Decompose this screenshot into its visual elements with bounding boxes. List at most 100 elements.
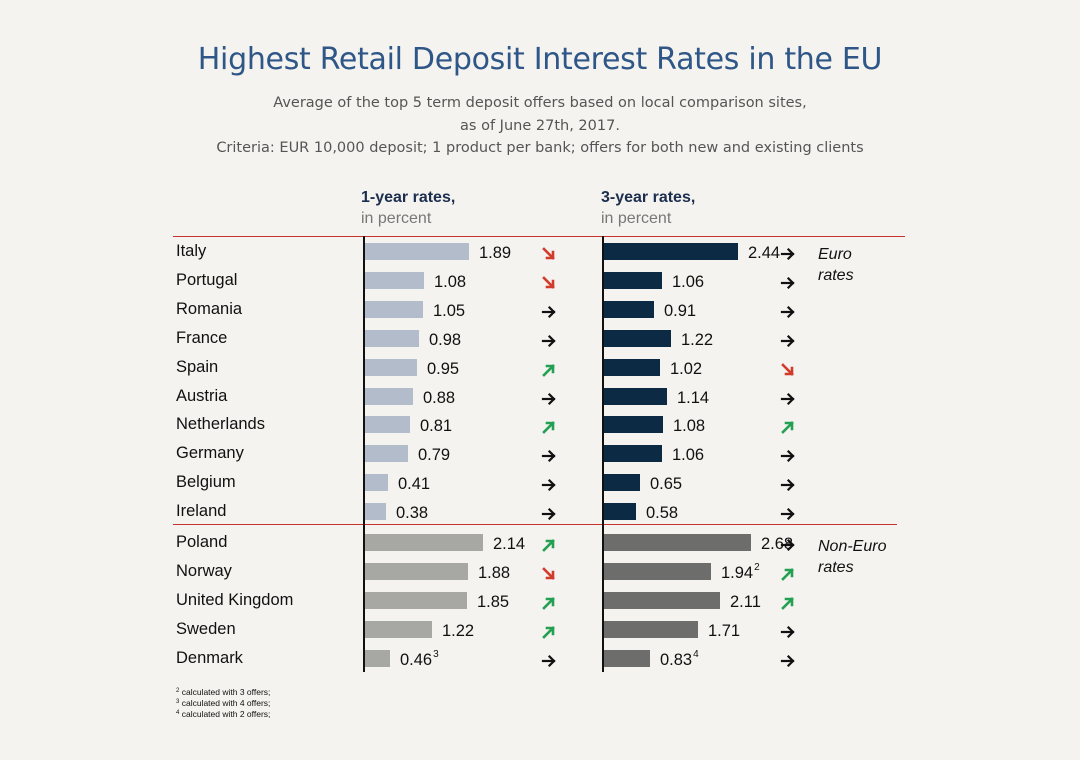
bar-1y-romania — [365, 300, 423, 318]
category-label-germany: Germany — [176, 444, 244, 463]
category-label-portugal: Portugal — [176, 270, 238, 289]
value-label-1y-denmark: 0.463 — [400, 648, 439, 669]
arrow-3y-austria-trend-flat-icon — [780, 392, 795, 405]
arrow-1y-spain-trend-up-icon — [542, 363, 555, 377]
value-label-1y-united-kingdom: 1.85 — [477, 592, 510, 611]
bar-1y-belgium — [365, 474, 388, 492]
category-label-poland: Poland — [176, 533, 228, 551]
non-euro-group-label-line-2: rates — [818, 559, 854, 576]
one-year-column-unit: in percent — [361, 210, 432, 227]
footnote-3-text: calculated with 2 offers; — [181, 709, 271, 719]
arrow-3y-germany-trend-flat-icon — [780, 450, 795, 463]
bar-1y-austria — [365, 387, 413, 405]
arrow-1y-norway-trend-down-icon — [542, 567, 555, 580]
arrow-1y-portugal-trend-down-icon — [542, 276, 555, 289]
bar-1y-denmark — [365, 649, 390, 667]
category-label-belgium: Belgium — [176, 473, 236, 492]
value-label-1y-spain: 0.95 — [427, 359, 460, 378]
category-label-austria: Austria — [176, 386, 228, 405]
bar-3y-belgium — [604, 474, 640, 492]
value-label-3y-austria: 1.14 — [677, 388, 710, 407]
arrow-1y-united-kingdom-trend-up-icon — [542, 596, 555, 610]
bar-3y-norway — [604, 562, 711, 580]
arrow-1y-france-trend-flat-icon — [541, 334, 556, 347]
value-label-3y-italy: 2.44 — [748, 244, 781, 262]
value-label-1y-ireland: 0.38 — [396, 504, 429, 523]
arrow-3y-france-trend-flat-icon — [780, 334, 795, 347]
bar-3y-spain — [604, 358, 660, 376]
value-label-3y-netherlands: 1.08 — [673, 417, 706, 436]
arrow-3y-united-kingdom-trend-up-icon — [781, 596, 794, 610]
category-label-romania: Romania — [176, 299, 243, 318]
arrow-3y-belgium-trend-flat-icon — [780, 479, 795, 492]
top-separator-line — [173, 236, 905, 237]
chart-subtitle-line-3: Criteria: EUR 10,000 deposit; 1 product … — [216, 140, 864, 156]
arrow-1y-sweden-trend-up-icon — [542, 625, 555, 639]
one-year-axis-line — [363, 236, 365, 672]
arrow-3y-denmark-trend-flat-icon — [780, 654, 795, 667]
arrow-1y-netherlands-trend-up-icon — [542, 421, 555, 435]
footnote-2: 3 calculated with 4 offers; — [176, 698, 270, 709]
category-label-spain: Spain — [176, 357, 219, 376]
value-label-1y-portugal: 1.08 — [434, 272, 467, 291]
arrow-1y-ireland-trend-flat-icon — [541, 508, 556, 521]
value-label-1y-austria: 0.88 — [423, 388, 456, 407]
bar-1y-sweden — [365, 620, 432, 638]
footnote-2-mark: 3 — [176, 699, 180, 705]
value-label-1y-sweden: 1.22 — [442, 621, 475, 640]
bar-1y-portugal — [365, 271, 424, 289]
arrow-3y-netherlands-trend-up-icon — [781, 421, 794, 435]
bar-1y-germany — [365, 445, 408, 463]
value-label-1y-belgium: 0.41 — [398, 475, 431, 494]
footnotes: 2 calculated with 3 offers; 3 calculated… — [176, 687, 270, 720]
footnote-1-mark: 2 — [176, 688, 180, 694]
footnote-3: 4 calculated with 2 offers; — [176, 709, 270, 720]
footnote-mark-3y-norway: 2 — [754, 561, 760, 573]
value-label-1y-norway: 1.88 — [478, 563, 511, 582]
three-year-column-header: 3-year rates, in percent — [601, 187, 695, 229]
bar-3y-poland — [604, 534, 751, 551]
footnote-1-text: calculated with 3 offers; — [181, 687, 271, 697]
bar-3y-ireland — [604, 503, 636, 521]
bar-1y-france — [365, 329, 419, 347]
footnote-2-text: calculated with 4 offers; — [181, 698, 271, 708]
arrow-1y-denmark-trend-flat-icon — [541, 654, 556, 667]
footnote-3-mark: 4 — [176, 710, 180, 716]
non-euro-group-label: Non-Euro rates — [818, 536, 886, 578]
bar-1y-norway — [365, 562, 468, 580]
arrow-3y-sweden-trend-flat-icon — [780, 625, 795, 638]
category-label-italy: Italy — [176, 242, 207, 260]
value-label-1y-france: 0.98 — [429, 330, 462, 349]
euro-group-label-line-1: Euro — [818, 246, 852, 263]
chart-subtitle-line-2: as of June 27th, 2017. — [460, 118, 620, 134]
bar-3y-portugal — [604, 271, 662, 289]
arrow-1y-poland-trend-up-icon — [542, 539, 555, 552]
arrow-1y-italy-trend-down-icon — [542, 247, 555, 260]
bar-3y-austria — [604, 387, 667, 405]
value-label-3y-ireland: 0.58 — [646, 504, 679, 523]
value-label-1y-germany: 0.79 — [418, 446, 451, 465]
bar-3y-germany — [604, 445, 662, 463]
category-label-denmark: Denmark — [176, 648, 243, 667]
bar-3y-france — [604, 329, 671, 347]
arrow-1y-belgium-trend-flat-icon — [541, 479, 556, 492]
bar-3y-denmark — [604, 649, 650, 667]
non-euro-group-label-line-1: Non-Euro — [818, 538, 887, 555]
arrow-3y-portugal-trend-flat-icon — [780, 276, 795, 289]
value-label-1y-netherlands: 0.81 — [420, 417, 453, 436]
arrow-3y-norway-trend-up-icon — [781, 568, 794, 581]
footnote-mark-1y-denmark: 3 — [433, 648, 439, 660]
one-year-column-title: 1-year rates, — [361, 189, 456, 206]
arrow-1y-germany-trend-flat-icon — [541, 450, 556, 463]
value-label-1y-romania: 1.05 — [433, 301, 466, 320]
bar-1y-united-kingdom — [365, 591, 467, 609]
arrow-3y-italy-trend-flat-icon — [780, 247, 795, 261]
bar-3y-united-kingdom — [604, 591, 720, 609]
one-year-column-header: 1-year rates, in percent — [361, 187, 455, 229]
group-separator-line — [173, 524, 897, 525]
bar-3y-italy — [604, 243, 738, 260]
value-label-3y-romania: 0.91 — [664, 301, 697, 320]
value-label-3y-belgium: 0.65 — [650, 475, 683, 494]
three-year-column-unit: in percent — [601, 210, 672, 227]
category-label-norway: Norway — [176, 561, 232, 580]
